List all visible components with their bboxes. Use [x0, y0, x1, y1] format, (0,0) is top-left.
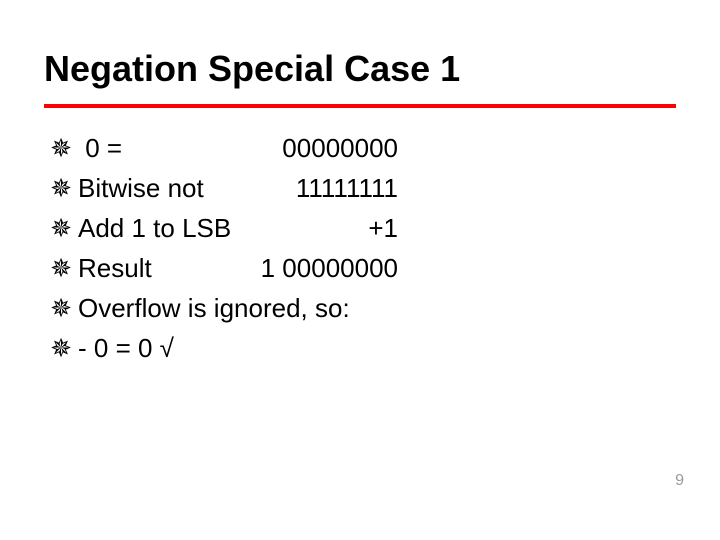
bullet-label: Overflow is ignored, so:: [78, 290, 350, 326]
slide-title: Negation Special Case 1: [44, 48, 676, 90]
bullet-label: 0 =: [78, 130, 248, 166]
bullet-label: - 0 = 0 √: [78, 330, 174, 366]
bullet-icon: ✵: [44, 130, 78, 166]
bullet-list: ✵ 0 = 00000000✵Bitwise not 11111111✵Add …: [44, 130, 676, 366]
bullet-icon: ✵: [44, 290, 78, 326]
bullet-item: ✵Add 1 to LSB +1: [44, 210, 676, 246]
bullet-label: Bitwise not: [78, 170, 248, 206]
bullet-label: Result: [78, 250, 248, 286]
bullet-label: Add 1 to LSB: [78, 210, 248, 246]
page-number: 9: [675, 472, 684, 490]
bullet-value: 1 00000000: [248, 250, 398, 286]
bullet-item: ✵Bitwise not 11111111: [44, 170, 676, 206]
bullet-item: ✵- 0 = 0 √: [44, 330, 676, 366]
bullet-icon: ✵: [44, 250, 78, 286]
bullet-item: ✵Overflow is ignored, so:: [44, 290, 676, 326]
bullet-icon: ✵: [44, 330, 78, 366]
bullet-icon: ✵: [44, 210, 78, 246]
bullet-icon: ✵: [44, 170, 78, 206]
bullet-item: ✵Result1 00000000: [44, 250, 676, 286]
bullet-value: 00000000: [248, 130, 398, 166]
slide: Negation Special Case 1 ✵ 0 = 00000000✵B…: [0, 0, 720, 540]
title-underline: [44, 104, 676, 108]
bullet-value: 11111111: [248, 170, 398, 206]
bullet-item: ✵ 0 = 00000000: [44, 130, 676, 166]
bullet-value: +1: [248, 210, 398, 246]
